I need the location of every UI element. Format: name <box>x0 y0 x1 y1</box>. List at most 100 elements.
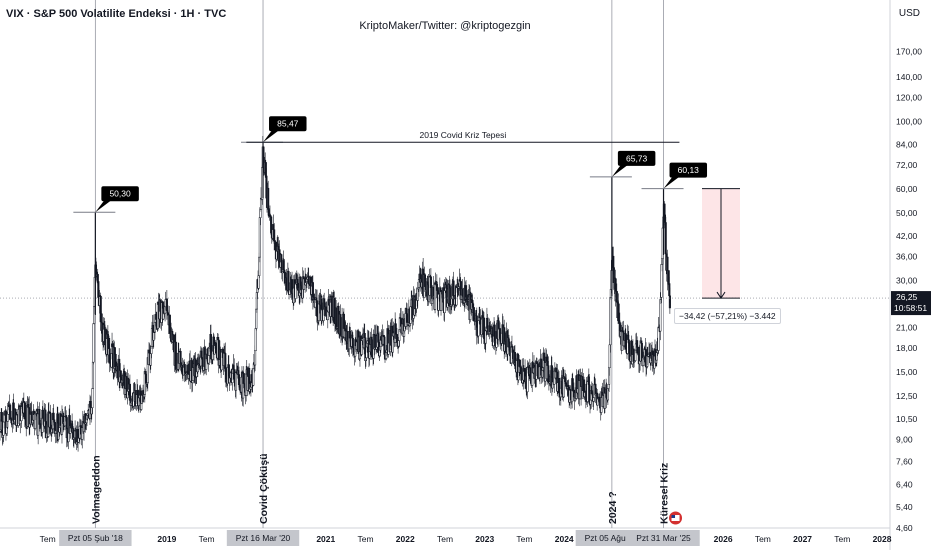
resistance-line-label: 2019 Covid Kriz Tepesi <box>419 130 506 140</box>
plot-area <box>0 0 891 550</box>
peak-callout-pointer <box>263 130 280 143</box>
candle-body <box>91 388 94 409</box>
peak-value-label: 50,30 <box>109 189 131 199</box>
crosshair-date-box <box>59 530 132 546</box>
candle-body <box>252 368 255 386</box>
candle-body <box>383 336 386 355</box>
peak-callout-pointer <box>95 200 112 213</box>
event-name-label: Covid Çöküşü <box>258 453 270 524</box>
candle-countdown-label: 10:58:51 <box>894 303 927 313</box>
candle-body <box>423 274 426 287</box>
overlays: 50,30 85,47 65,73 60,13 2019 Covid Kriz Tepe… <box>0 116 890 525</box>
candle-body <box>326 311 329 321</box>
candle-body <box>140 403 143 410</box>
candle-body <box>9 404 12 420</box>
crosshair-date-box <box>627 530 700 546</box>
time-tick-label: 2027 <box>793 534 812 544</box>
candle-series <box>0 136 671 452</box>
price-tick-label: 5,40 <box>896 502 913 512</box>
peak-callout-box <box>101 186 139 202</box>
candle-body <box>465 285 468 302</box>
candle-body <box>482 317 485 335</box>
candle-body <box>612 255 615 268</box>
price-tick-label: 30,00 <box>896 275 918 285</box>
flag-icon-canton <box>671 515 676 518</box>
candle-body <box>518 359 521 367</box>
time-tick-label: Tem <box>437 534 453 544</box>
time-tick-label: Tem <box>199 534 215 544</box>
price-tick-label: 60,00 <box>896 184 918 194</box>
time-tick-label: 2021 <box>316 534 335 544</box>
flag-icon-inner <box>671 515 680 521</box>
price-tick-label: 36,00 <box>896 251 918 261</box>
price-tick-label: 72,00 <box>896 160 918 170</box>
crosshair-date-label: Pzt 05 Şub '18 <box>68 533 123 543</box>
time-tick-label: Tem <box>834 534 850 544</box>
time-tick-label: 2019 <box>157 534 176 544</box>
candle-body <box>659 299 662 332</box>
candle-body <box>395 334 398 343</box>
time-tick-label: Tem <box>40 534 56 544</box>
candle-body <box>409 306 412 324</box>
price-tick-label: 84,00 <box>896 140 918 150</box>
peak-value-label: 60,13 <box>678 165 700 175</box>
candle-body <box>6 413 9 422</box>
time-tick-label: Tem <box>358 534 374 544</box>
candle-body <box>254 328 257 352</box>
time-tick-label: 2022 <box>396 534 415 544</box>
peak-callout-box <box>669 162 708 178</box>
candle-body <box>664 222 667 255</box>
peak-callout-pointer <box>611 164 628 177</box>
price-tick-label: 120,00 <box>896 92 922 102</box>
crosshair-date-box <box>226 530 300 546</box>
measurement-arrow-head <box>716 291 726 299</box>
candle-body <box>108 348 111 364</box>
candle-body <box>152 331 155 341</box>
time-axis[interactable]: Tem 2019 Tem 2021 Tem 2022 Tem 2023 Tem 2024 2026 T… <box>40 530 892 546</box>
crosshair-date-label: Pzt 16 Mar '20 <box>236 533 291 543</box>
candle-body <box>92 323 95 363</box>
currency-label[interactable]: USD <box>898 8 920 19</box>
peak-value-label: 85,47 <box>277 119 299 129</box>
symbol-title: VIX · S&P 500 Volatilite Endeksi · 1H · … <box>6 8 227 20</box>
peak-value-label: 65,73 <box>626 153 648 163</box>
peak-callout-box <box>617 150 656 166</box>
time-tick-label: 2024 <box>555 534 574 544</box>
candle-body <box>617 303 620 321</box>
candle-body <box>609 297 612 346</box>
price-tick-label: 7,60 <box>896 457 913 467</box>
event-name-label: Küresel Kriz <box>659 463 671 524</box>
candle-body <box>254 350 257 366</box>
time-tick-label: Tem <box>516 534 532 544</box>
time-tick-label: 2023 <box>475 534 494 544</box>
candle-body <box>363 332 366 339</box>
price-tick-label: 9,00 <box>896 434 913 444</box>
price-tick-label: 50,00 <box>896 208 918 218</box>
price-tick-label: 140,00 <box>896 72 922 82</box>
event-name-label: 2024 ? <box>607 491 619 524</box>
price-tick-label: 21,00 <box>896 323 918 333</box>
price-tick-label: 15,00 <box>896 367 918 377</box>
price-tick-label: 12,50 <box>896 391 918 401</box>
candle-body <box>668 295 671 309</box>
current-price-label: 26,25 <box>896 292 918 302</box>
price-axis[interactable]: 170,00 140,00 120,00 100,00 84,00 72,00 60,00 5… <box>891 46 931 533</box>
price-tick-label: 170,00 <box>896 46 922 56</box>
candle-body <box>434 282 437 310</box>
price-tick-label: 100,00 <box>896 117 922 127</box>
price-tick-label: 42,00 <box>896 231 918 241</box>
price-tick-label: 18,00 <box>896 343 918 353</box>
candle-body <box>234 371 238 391</box>
measurement-label: −34,42 (−57,21%) −3.442 <box>674 308 781 325</box>
time-tick-label: 2026 <box>714 534 733 544</box>
time-tick-label: Tem <box>755 534 771 544</box>
peak-callout-pointer <box>663 176 680 189</box>
crosshair-date-label: Pzt 05 Ağu '24 <box>585 533 640 543</box>
candle-body <box>91 361 95 389</box>
current-price-box <box>891 291 931 316</box>
crosshair-date-label: Pzt 31 Mar '25 <box>636 533 691 543</box>
price-tick-label: 10,50 <box>896 414 918 424</box>
watermark-text: KriptoMaker/Twitter: @kriptogezgin <box>359 20 531 32</box>
time-tick-label: 2028 <box>873 534 892 544</box>
